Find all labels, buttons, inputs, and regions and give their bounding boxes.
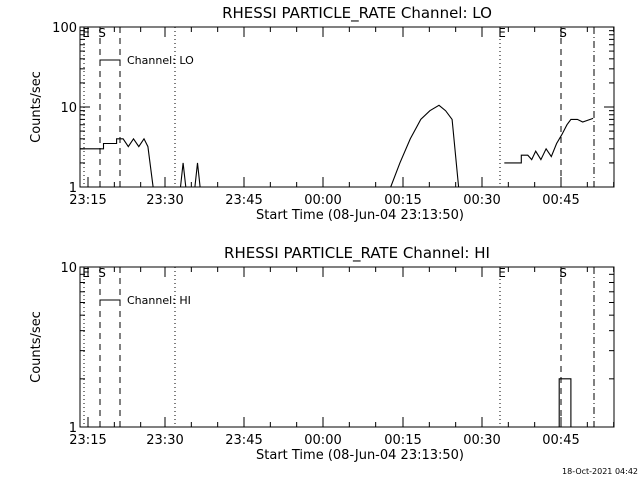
x-tick-label: 23:45: [225, 433, 262, 448]
y-tick-label: 100: [52, 21, 77, 36]
data-series-1: [179, 162, 187, 187]
plot-lo: RHESSI PARTICLE_RATE Channel: LO 1 10 100 23…: [29, 4, 615, 223]
x-tick-label: 00:15: [384, 193, 421, 208]
event-label: E: [82, 266, 90, 280]
y-tick-label: 1: [69, 421, 77, 436]
x-tick-label: 23:15: [69, 193, 106, 208]
chart-title: RHESSI PARTICLE_RATE Channel: LO: [222, 4, 492, 23]
x-tick-label: 00:00: [304, 433, 341, 448]
x-axis-label: Start Time (08-Jun-04 23:13:50): [256, 208, 464, 223]
legend-swatch: [99, 299, 121, 305]
event-label: S: [559, 266, 567, 280]
y-tick-label: 1: [69, 181, 77, 196]
x-tick-label: 23:30: [146, 193, 183, 208]
chart-title: RHESSI PARTICLE_RATE Channel: HI: [224, 244, 490, 263]
event-label: S: [98, 26, 106, 40]
data-series-2: [194, 162, 201, 187]
x-tick-label: 00:15: [384, 433, 421, 448]
y-tick-label: 10: [60, 261, 77, 276]
event-label: E: [498, 26, 506, 40]
x-tick-label: 00:30: [463, 193, 500, 208]
event-label: S: [98, 266, 106, 280]
x-tick-label: 00:00: [304, 193, 341, 208]
y-axis-label: Counts/sec: [29, 311, 44, 383]
event-label: E: [82, 26, 90, 40]
event-label: S: [559, 26, 567, 40]
y-tick-label: 10: [60, 101, 77, 116]
legend-swatch: [99, 59, 121, 65]
data-series-0: [80, 137, 154, 187]
x-tick-label: 23:30: [146, 433, 183, 448]
data-series-0: [551, 378, 572, 427]
event-label: E: [498, 266, 506, 280]
y-axis-label: Counts/sec: [29, 71, 44, 143]
legend-label: Channel: HI: [127, 294, 191, 307]
data-series-3: [390, 104, 460, 187]
x-tick-label: 00:45: [542, 433, 579, 448]
plot-hi: RHESSI PARTICLE_RATE Channel: HI 1 10 23:15…: [29, 244, 615, 463]
x-tick-label: 23:45: [225, 193, 262, 208]
x-tick-label: 00:45: [542, 193, 579, 208]
plot-frame: [79, 266, 615, 428]
x-tick-label: 23:15: [69, 433, 106, 448]
x-tick-label: 00:30: [463, 433, 500, 448]
plot-frame: [79, 26, 615, 188]
footer-timestamp: 18-Oct-2021 04:42: [562, 467, 638, 476]
legend-label: Channel: LO: [127, 54, 194, 67]
x-axis-label: Start Time (08-Jun-04 23:13:50): [256, 448, 464, 463]
data-series-4: [504, 117, 594, 164]
